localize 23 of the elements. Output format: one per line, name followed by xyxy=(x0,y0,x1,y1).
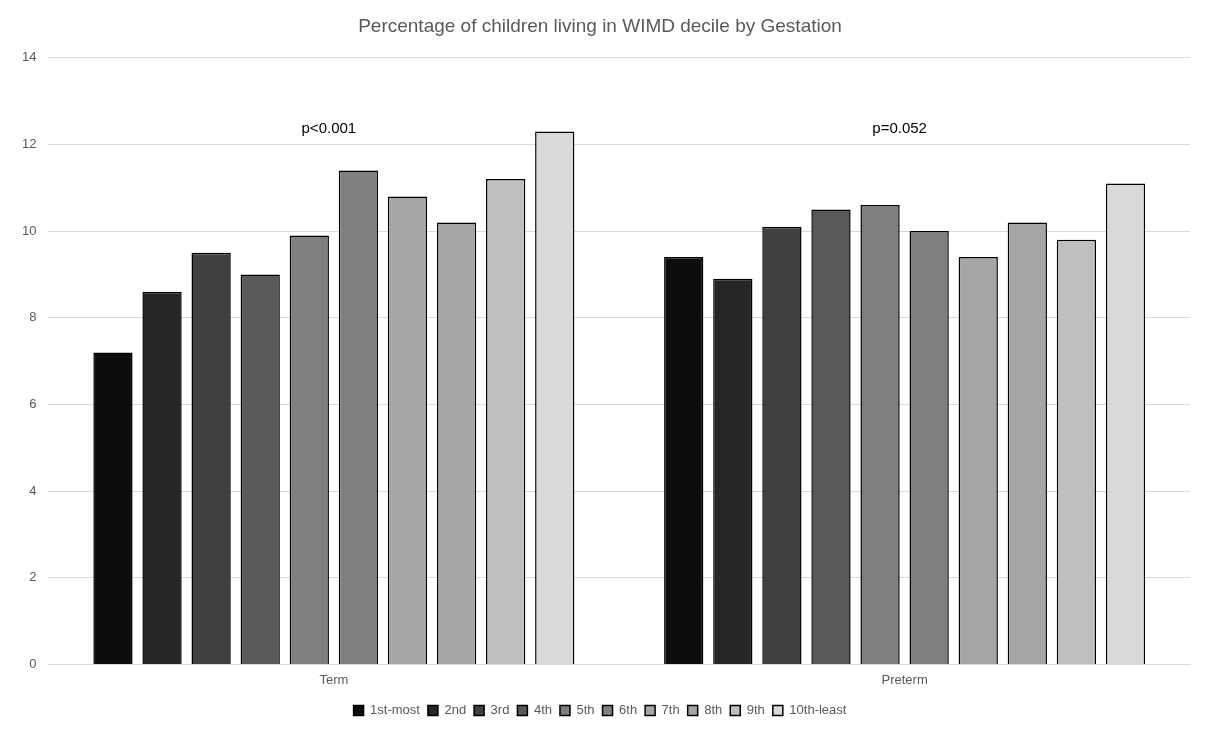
y-tick-label: 12 xyxy=(21,136,37,152)
y-tick-label: 8 xyxy=(29,309,37,325)
legend-label: 8th xyxy=(704,702,723,718)
y-tick-label: 10 xyxy=(21,222,37,238)
y-tick-label: 0 xyxy=(29,655,37,671)
legend-label: 2nd xyxy=(444,702,467,718)
y-tick-label: 2 xyxy=(29,569,37,585)
legend-label: 7th xyxy=(661,702,680,718)
legend-label: 3rd xyxy=(490,702,510,718)
y-tick-label: 6 xyxy=(29,396,37,412)
x-tick-label: Term xyxy=(319,671,349,687)
legend-label: 1st-most xyxy=(370,702,421,718)
legend-label: 9th xyxy=(746,702,765,718)
legend-label: 5th xyxy=(576,702,595,718)
y-tick-label: 14 xyxy=(21,49,37,65)
chart-title: Percentage of children living in WIMD decile by Gestation xyxy=(358,14,842,36)
annotation: p=0.052 xyxy=(872,119,927,137)
legend-label: 6th xyxy=(619,702,638,718)
annotation: p<0.001 xyxy=(301,119,357,137)
x-tick-label: Preterm xyxy=(881,671,928,687)
y-tick-label: 4 xyxy=(29,482,37,498)
legend-label: 4th xyxy=(533,702,552,718)
legend-label: 10th-least xyxy=(789,702,847,718)
